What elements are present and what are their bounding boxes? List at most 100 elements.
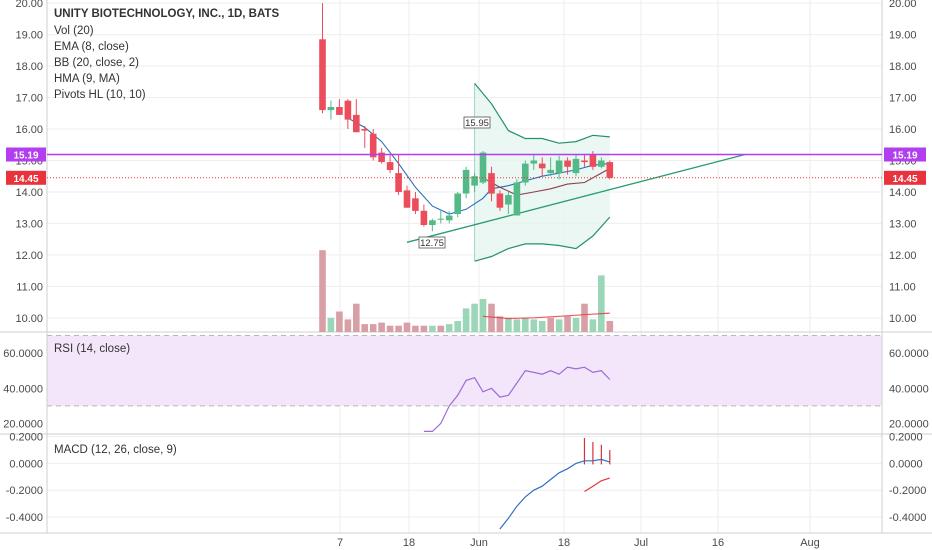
x-tick: 18 bbox=[403, 537, 415, 549]
price-tick-right: 17.00 bbox=[889, 93, 917, 105]
volume-bar bbox=[462, 308, 470, 332]
candle-body bbox=[581, 160, 588, 163]
ema-line bbox=[347, 117, 610, 215]
candle-body bbox=[403, 190, 411, 208]
resistance-tag-left-text: 15.19 bbox=[13, 151, 38, 162]
pivot-high-label: 15.95 bbox=[463, 116, 491, 129]
rsi-legend: RSI (14, close) bbox=[54, 343, 130, 355]
price-tick-left: 10.00 bbox=[15, 313, 43, 325]
x-tick: 7 bbox=[337, 537, 343, 549]
candle-body bbox=[420, 210, 428, 225]
price-tick-left: 14.00 bbox=[15, 187, 43, 199]
x-tick: Jul bbox=[634, 537, 648, 549]
legend-hma: HMA (9, MA) bbox=[54, 73, 120, 85]
candle-body bbox=[555, 160, 563, 174]
hma-line bbox=[482, 167, 611, 196]
macd-tick-right: 0.2000 bbox=[889, 432, 923, 444]
price-tick-left: 19.00 bbox=[15, 30, 43, 42]
volume-bar bbox=[522, 317, 529, 332]
volume-bar bbox=[437, 325, 445, 332]
macd-tick-left: 0.0000 bbox=[9, 458, 43, 470]
candle-body bbox=[589, 154, 597, 167]
macd-tick-right: 0.0000 bbox=[889, 458, 923, 470]
price-tick-left: 13.00 bbox=[15, 218, 43, 230]
pivot-low-label: 12.75 bbox=[418, 236, 446, 249]
candle-body bbox=[522, 163, 529, 183]
ascending-trendline[interactable] bbox=[406, 153, 746, 243]
rsi-tick-left: 20.0000 bbox=[3, 418, 43, 430]
legend-pivots: Pivots HL (10, 10) bbox=[54, 89, 146, 101]
price-tick-left: 16.00 bbox=[15, 124, 43, 136]
volume-bar bbox=[454, 321, 461, 332]
candle-body bbox=[336, 107, 343, 115]
pivot-low-text: 12.75 bbox=[420, 238, 444, 249]
rsi-tick-left: 60.0000 bbox=[3, 348, 43, 360]
macd-legend: MACD (12, 26, close, 9) bbox=[54, 444, 177, 456]
candle-body bbox=[505, 195, 512, 205]
candle-body bbox=[327, 107, 335, 111]
candle-body bbox=[547, 169, 554, 173]
volume-bar bbox=[513, 319, 521, 332]
macd-tick-right: -0.4000 bbox=[889, 512, 926, 524]
volume-bar bbox=[564, 316, 571, 332]
chart-title: UNITY BIOTECHNOLOGY, INC., 1D, BATS bbox=[54, 8, 279, 20]
volume-bar bbox=[319, 250, 326, 332]
price-tick-right: 13.00 bbox=[889, 218, 917, 230]
price-tick-left: 17.00 bbox=[15, 93, 43, 105]
volume-bar bbox=[336, 311, 343, 332]
volume-bar bbox=[403, 322, 411, 332]
volume-bar bbox=[445, 324, 453, 332]
price-tick-right: 18.00 bbox=[889, 61, 917, 73]
candle-body bbox=[378, 152, 385, 162]
volume-bar bbox=[488, 303, 495, 332]
candle-body bbox=[319, 39, 326, 111]
candle-body bbox=[496, 193, 504, 208]
volume-bar bbox=[420, 325, 428, 332]
rsi-band bbox=[47, 335, 882, 406]
candle-body bbox=[513, 182, 521, 216]
volume-bar bbox=[471, 303, 478, 332]
bollinger-lower-line bbox=[474, 216, 611, 262]
rsi-tick-right: 60.0000 bbox=[889, 348, 929, 360]
resistance-price-tag: 15.19 15.19 bbox=[6, 147, 926, 162]
volume-bar bbox=[606, 321, 614, 332]
volume-bar bbox=[496, 316, 504, 332]
volume-bars bbox=[319, 250, 614, 332]
price-tick-left: 20.00 bbox=[15, 0, 43, 10]
price-tick-right: 20.00 bbox=[889, 0, 917, 10]
candle-body bbox=[538, 163, 546, 169]
candle-body bbox=[344, 100, 352, 120]
price-tick-right: 11.00 bbox=[889, 281, 916, 293]
candle-body bbox=[471, 176, 478, 186]
volume-bar bbox=[530, 319, 538, 332]
macd-tick-left: -0.4000 bbox=[6, 512, 43, 524]
candle-body bbox=[429, 220, 436, 225]
bollinger-upper-line bbox=[474, 83, 610, 144]
volume-bar bbox=[378, 322, 385, 332]
x-tick: Aug bbox=[800, 537, 820, 549]
candle-body bbox=[386, 162, 394, 170]
price-tick-right: 16.00 bbox=[889, 124, 917, 136]
volume-bar bbox=[581, 303, 588, 332]
volume-bar bbox=[412, 325, 419, 332]
resistance-tag-right-text: 15.19 bbox=[892, 151, 917, 162]
volume-bar bbox=[547, 317, 554, 332]
volume-bar bbox=[598, 275, 605, 332]
candle-body bbox=[564, 160, 571, 167]
rsi-tick-left: 40.0000 bbox=[3, 383, 43, 395]
macd-signal-line bbox=[584, 477, 610, 493]
candle-body bbox=[369, 133, 377, 158]
volume-ma-line bbox=[482, 312, 610, 320]
candle-body bbox=[353, 114, 360, 133]
candle-body bbox=[530, 160, 538, 164]
macd-tick-right: -0.2000 bbox=[889, 485, 926, 497]
price-tick-right: 10.00 bbox=[889, 313, 917, 325]
candle-body bbox=[479, 152, 487, 183]
x-tick: Jun bbox=[470, 537, 488, 549]
price-tick-left: 12.00 bbox=[15, 250, 43, 262]
volume-bar bbox=[429, 325, 436, 332]
candle-body bbox=[437, 218, 445, 220]
legend-vol: Vol (20) bbox=[54, 25, 94, 37]
rsi-line bbox=[423, 366, 611, 432]
